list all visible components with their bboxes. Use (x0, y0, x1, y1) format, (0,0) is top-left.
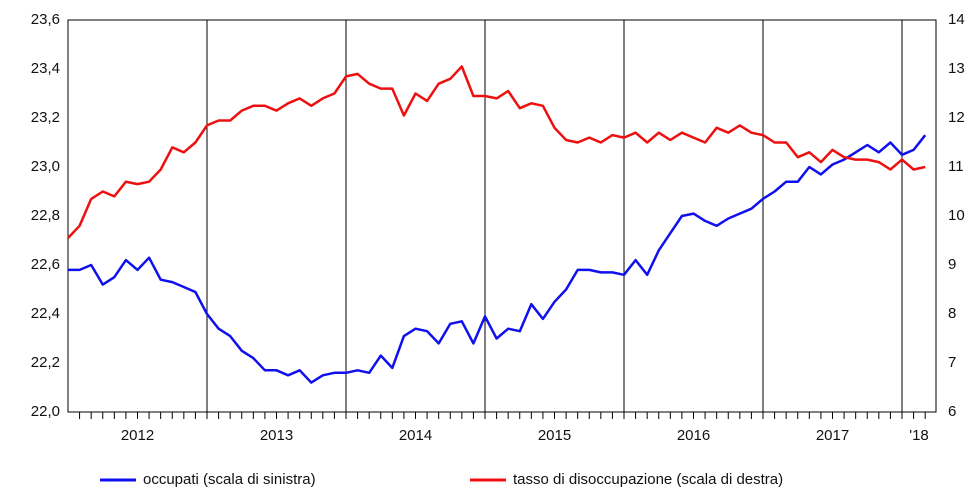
x-tick-label: 2015 (538, 427, 571, 444)
series-line (68, 134, 927, 384)
y-tick-label: 22,2 (31, 354, 60, 371)
y2-tick-label: 12 (948, 109, 965, 126)
plot-frame (67, 19, 937, 413)
x-tick-label: 2017 (816, 427, 849, 444)
x-tick-label: 2014 (399, 427, 432, 444)
y2-tick-label: 14 (948, 11, 965, 28)
legend-label: tasso di disoccupazione (scala di destra… (513, 471, 783, 488)
x-tick-label: 2016 (677, 427, 710, 444)
y-tick-label: 23,0 (31, 158, 60, 175)
y2-tick-label: 8 (948, 305, 956, 322)
y-tick-label: 22,6 (31, 256, 60, 273)
legend-label: occupati (scala di sinistra) (143, 471, 316, 488)
y-tick-label: 22,0 (31, 403, 60, 420)
x-tick-label: 2013 (260, 427, 293, 444)
y2-tick-label: 11 (948, 158, 964, 175)
y-tick-label: 22,4 (31, 305, 60, 322)
x-tick-label: 2012 (121, 427, 154, 444)
y2-tick-label: 10 (948, 207, 965, 224)
y-tick-label: 23,2 (31, 109, 60, 126)
x-tick-label: '18 (909, 427, 929, 444)
y-tick-label: 23,6 (31, 11, 60, 28)
y2-tick-label: 7 (948, 354, 956, 371)
y-tick-label: 22,8 (31, 207, 60, 224)
series-line (67, 65, 926, 239)
y2-tick-label: 13 (948, 60, 965, 77)
y2-tick-label: 6 (948, 403, 956, 420)
y-tick-label: 23,4 (31, 60, 60, 77)
y2-tick-label: 9 (948, 256, 956, 273)
